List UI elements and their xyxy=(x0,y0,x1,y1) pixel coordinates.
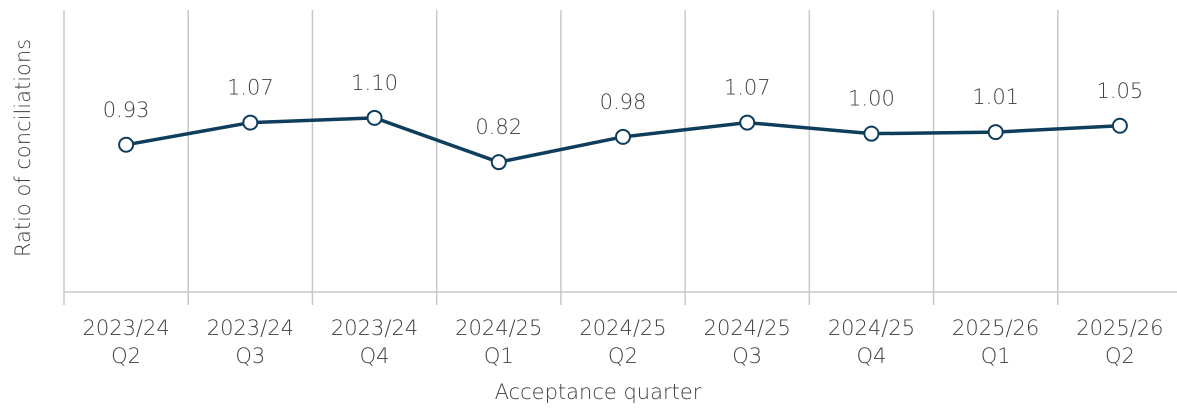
x-tick-label: Q3 xyxy=(235,344,265,368)
x-tick-label: Q2 xyxy=(1105,344,1135,368)
data-label: 1.07 xyxy=(724,76,771,100)
x-tick-label: 2024/25 xyxy=(455,316,542,340)
data-label: 1.01 xyxy=(972,85,1019,109)
x-tick-label: Q1 xyxy=(981,344,1011,368)
point xyxy=(242,114,259,131)
x-tick-label: Q4 xyxy=(360,344,390,368)
x-tick-label: 2024/25 xyxy=(828,316,915,340)
x-tick-label: 2025/26 xyxy=(952,316,1039,340)
data-label: 0.98 xyxy=(600,90,647,114)
x-axis-title: Acceptance quarter xyxy=(495,380,702,404)
point xyxy=(739,114,756,131)
x-tick-label: 2023/24 xyxy=(207,316,294,340)
x-tick-label: Q4 xyxy=(856,344,886,368)
point xyxy=(366,109,383,126)
x-tick-label: Q2 xyxy=(111,344,141,368)
data-label: 0.82 xyxy=(475,115,522,139)
point xyxy=(615,128,631,145)
x-tick-label: 2025/26 xyxy=(1076,316,1163,340)
x-tick-label: 2023/24 xyxy=(82,316,169,340)
point xyxy=(1111,117,1128,134)
x-tick-label: 2024/25 xyxy=(579,316,666,340)
x-tick-label: Q2 xyxy=(608,344,638,368)
data-label: 1.00 xyxy=(848,87,895,111)
point xyxy=(863,125,880,142)
point xyxy=(118,136,135,153)
data-label: 1.05 xyxy=(1097,79,1144,103)
point xyxy=(490,154,507,171)
data-label: 0.93 xyxy=(103,98,150,122)
y-axis-title: Ratio of conciliations xyxy=(11,39,35,257)
x-tick-label: Q3 xyxy=(732,344,762,368)
point xyxy=(987,124,1004,141)
data-label: 1.10 xyxy=(351,71,398,95)
x-tick-label: Q1 xyxy=(484,344,514,368)
data-label: 1.07 xyxy=(227,76,274,100)
x-tick-label: 2024/25 xyxy=(704,316,791,340)
x-tick-label: 2023/24 xyxy=(331,316,418,340)
